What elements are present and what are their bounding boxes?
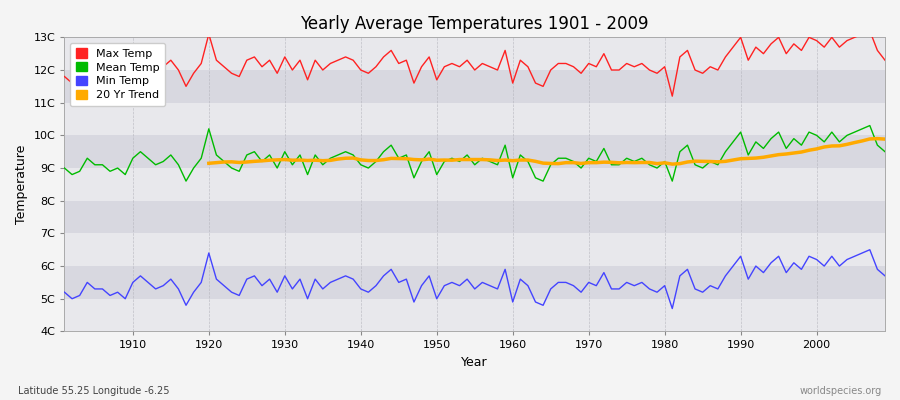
Bar xyxy=(65,103,885,135)
Bar xyxy=(65,37,885,70)
Bar xyxy=(65,201,885,233)
Bar xyxy=(65,135,885,168)
Bar xyxy=(65,233,885,266)
X-axis label: Year: Year xyxy=(462,356,488,369)
Title: Yearly Average Temperatures 1901 - 2009: Yearly Average Temperatures 1901 - 2009 xyxy=(301,15,649,33)
Bar xyxy=(65,168,885,201)
Bar xyxy=(65,299,885,332)
Bar xyxy=(65,70,885,103)
Text: Latitude 55.25 Longitude -6.25: Latitude 55.25 Longitude -6.25 xyxy=(18,386,169,396)
Text: worldspecies.org: worldspecies.org xyxy=(800,386,882,396)
Y-axis label: Temperature: Temperature xyxy=(15,145,28,224)
Legend: Max Temp, Mean Temp, Min Temp, 20 Yr Trend: Max Temp, Mean Temp, Min Temp, 20 Yr Tre… xyxy=(70,43,165,106)
Bar xyxy=(65,266,885,299)
